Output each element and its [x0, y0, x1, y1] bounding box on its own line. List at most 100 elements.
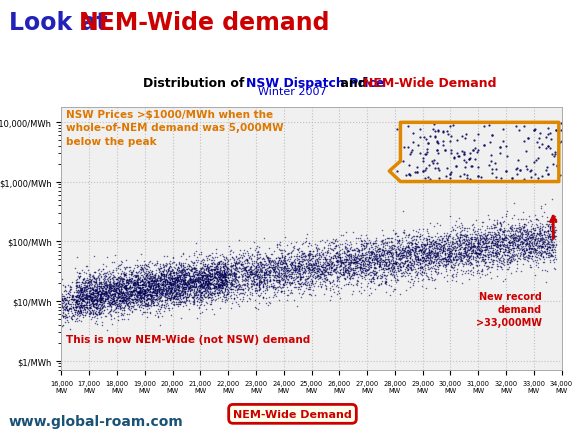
Point [281, 273, 290, 280]
Point [431, 252, 440, 259]
Point [162, 277, 171, 284]
Point [117, 295, 126, 302]
Point [415, 260, 424, 267]
Point [462, 238, 472, 245]
Point [378, 253, 388, 260]
Point [466, 258, 475, 265]
Point [199, 270, 208, 277]
Point [399, 252, 408, 259]
Point [214, 283, 223, 290]
Point [501, 246, 510, 253]
Point [191, 289, 201, 296]
Point [139, 290, 149, 297]
Point [301, 239, 310, 246]
Point [208, 267, 217, 274]
Point [405, 251, 415, 258]
Point [434, 262, 443, 269]
Point [281, 279, 290, 286]
Point [486, 251, 495, 258]
Point [315, 246, 324, 253]
Point [443, 258, 453, 265]
Point [174, 292, 184, 299]
Point [90, 268, 99, 276]
Point [322, 276, 332, 283]
Point [278, 264, 287, 271]
Point [438, 246, 448, 253]
Point [83, 294, 92, 301]
Point [194, 251, 203, 258]
Point [336, 271, 346, 278]
Point [142, 271, 152, 278]
Point [95, 301, 105, 308]
Point [179, 273, 188, 280]
Point [126, 288, 136, 295]
Point [229, 266, 239, 273]
Point [358, 269, 367, 276]
Point [492, 249, 501, 256]
Point [252, 282, 261, 289]
Point [528, 249, 538, 256]
Point [370, 255, 380, 262]
Point [483, 263, 493, 270]
Point [449, 155, 458, 162]
Point [522, 240, 532, 247]
Point [494, 245, 504, 252]
Point [319, 244, 329, 251]
Point [123, 286, 133, 293]
Point [187, 268, 196, 275]
Point [274, 272, 284, 279]
Point [115, 293, 125, 300]
Point [456, 254, 466, 261]
Point [445, 247, 454, 254]
Point [222, 279, 232, 286]
Point [198, 283, 207, 290]
Point [243, 256, 252, 263]
Point [209, 290, 218, 297]
Point [322, 256, 332, 263]
Point [106, 287, 116, 294]
Point [514, 237, 523, 244]
Point [196, 297, 205, 304]
Point [208, 306, 217, 313]
Point [422, 258, 432, 265]
Point [185, 276, 195, 283]
Point [310, 269, 319, 276]
Point [140, 297, 149, 304]
Point [454, 249, 463, 256]
Point [136, 304, 146, 311]
Point [253, 287, 262, 294]
Point [217, 297, 226, 304]
Point [204, 272, 214, 279]
Point [257, 266, 266, 273]
Point [121, 297, 130, 304]
Point [396, 272, 405, 279]
Point [233, 287, 242, 294]
Point [289, 244, 298, 251]
Point [386, 248, 395, 255]
Point [492, 221, 501, 228]
Point [225, 284, 235, 291]
Point [206, 290, 215, 297]
Point [185, 283, 194, 290]
Point [93, 274, 102, 281]
Point [145, 283, 154, 290]
Point [163, 267, 173, 274]
Point [470, 237, 480, 244]
Point [482, 232, 491, 239]
Point [549, 232, 559, 239]
Point [140, 282, 149, 289]
Point [485, 231, 494, 238]
Point [153, 272, 163, 279]
Point [131, 281, 140, 288]
Point [184, 276, 194, 283]
Point [228, 281, 237, 288]
Point [343, 264, 353, 271]
Point [231, 283, 240, 290]
Point [164, 292, 173, 299]
Point [398, 254, 408, 261]
Point [125, 283, 135, 290]
Point [329, 289, 339, 296]
Point [180, 266, 189, 273]
Point [296, 279, 305, 286]
Point [141, 300, 150, 307]
